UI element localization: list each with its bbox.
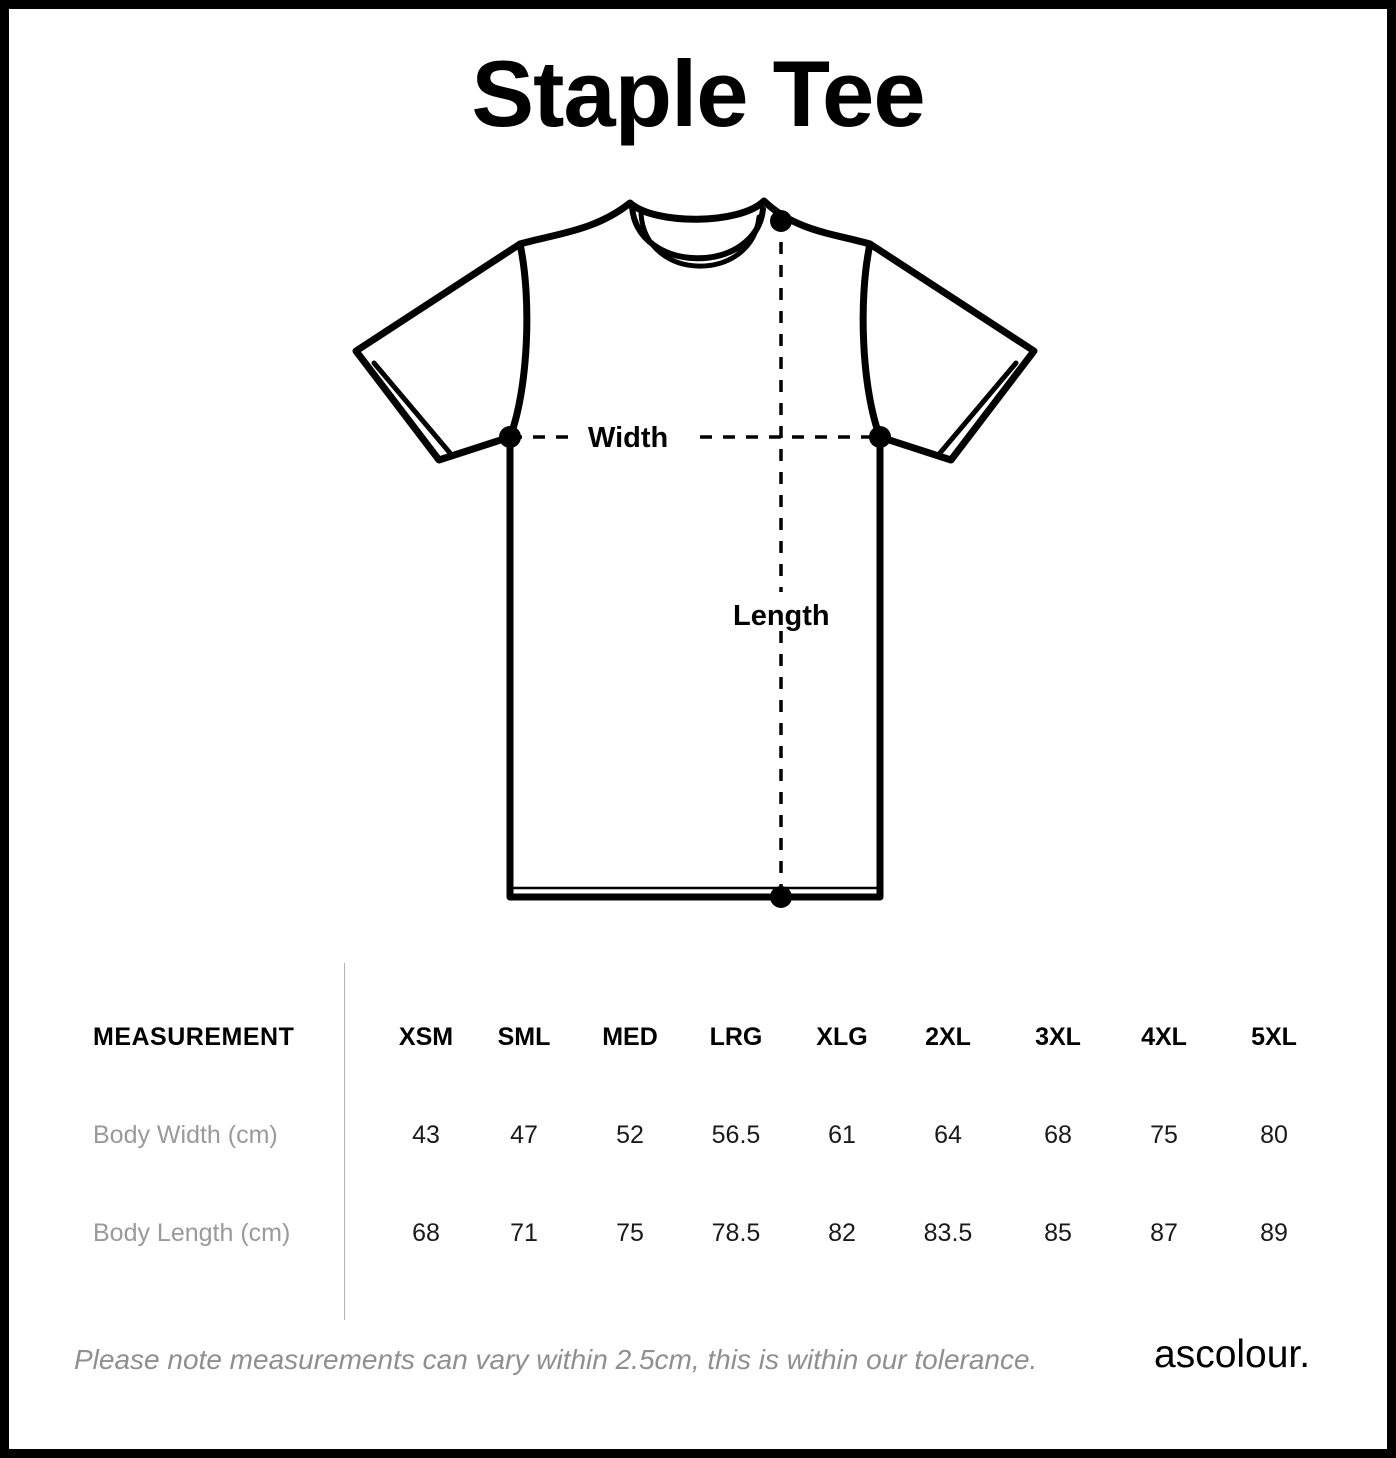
svg-text:Width: Width xyxy=(588,422,668,454)
svg-text:Length: Length xyxy=(733,600,830,632)
